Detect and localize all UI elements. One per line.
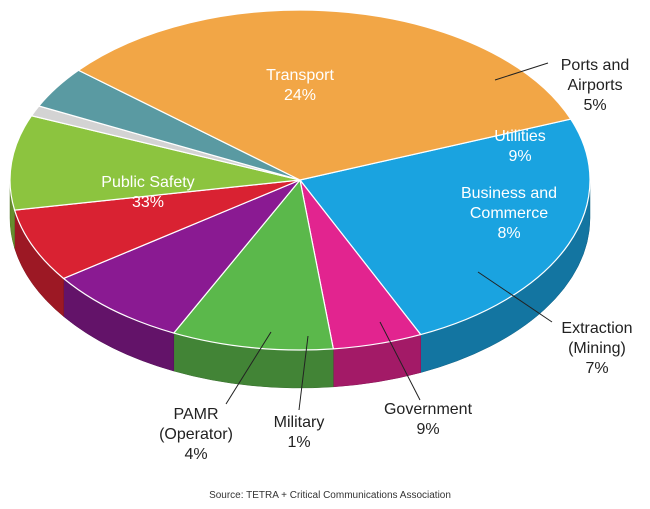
- slice-business-and-commerce: [62, 179, 301, 334]
- label-pamr-operator: PAMR (Operator) 4%: [159, 406, 233, 463]
- slice-labels: Transport 24% Ports and Airports 5% Utilities…: [101, 57, 632, 463]
- slice-utilities: [172, 178, 335, 351]
- label-ports-and-airports: Ports and Airports 5%: [561, 57, 629, 114]
- label-extraction-mining: Extraction (Mining) 7%: [561, 320, 632, 377]
- label-business-and-commerce: Business and Commerce 8%: [461, 185, 557, 242]
- slice-extraction-mining: [13, 179, 301, 280]
- label-transport: Transport 24%: [266, 67, 334, 104]
- label-public-safety: Public Safety 33%: [101, 174, 194, 211]
- slice-government: [9, 115, 301, 211]
- leader-military: [298, 335, 309, 411]
- slice-transport: [298, 118, 591, 336]
- label-utilities: Utilities 9%: [494, 128, 546, 165]
- slice-public-safety: [77, 9, 572, 181]
- label-government: Government 9%: [384, 401, 473, 438]
- leader-lines: [225, 62, 553, 411]
- leader-pamr-operator: [225, 331, 272, 405]
- leader-extraction-mining: [477, 271, 553, 323]
- label-military: Military 1%: [274, 414, 325, 451]
- source-note: Source: TETRA + Critical Communications …: [209, 490, 451, 501]
- leader-ports-and-airports: [494, 62, 549, 81]
- leader-government: [379, 321, 421, 401]
- pie-slices: [9, 9, 591, 351]
